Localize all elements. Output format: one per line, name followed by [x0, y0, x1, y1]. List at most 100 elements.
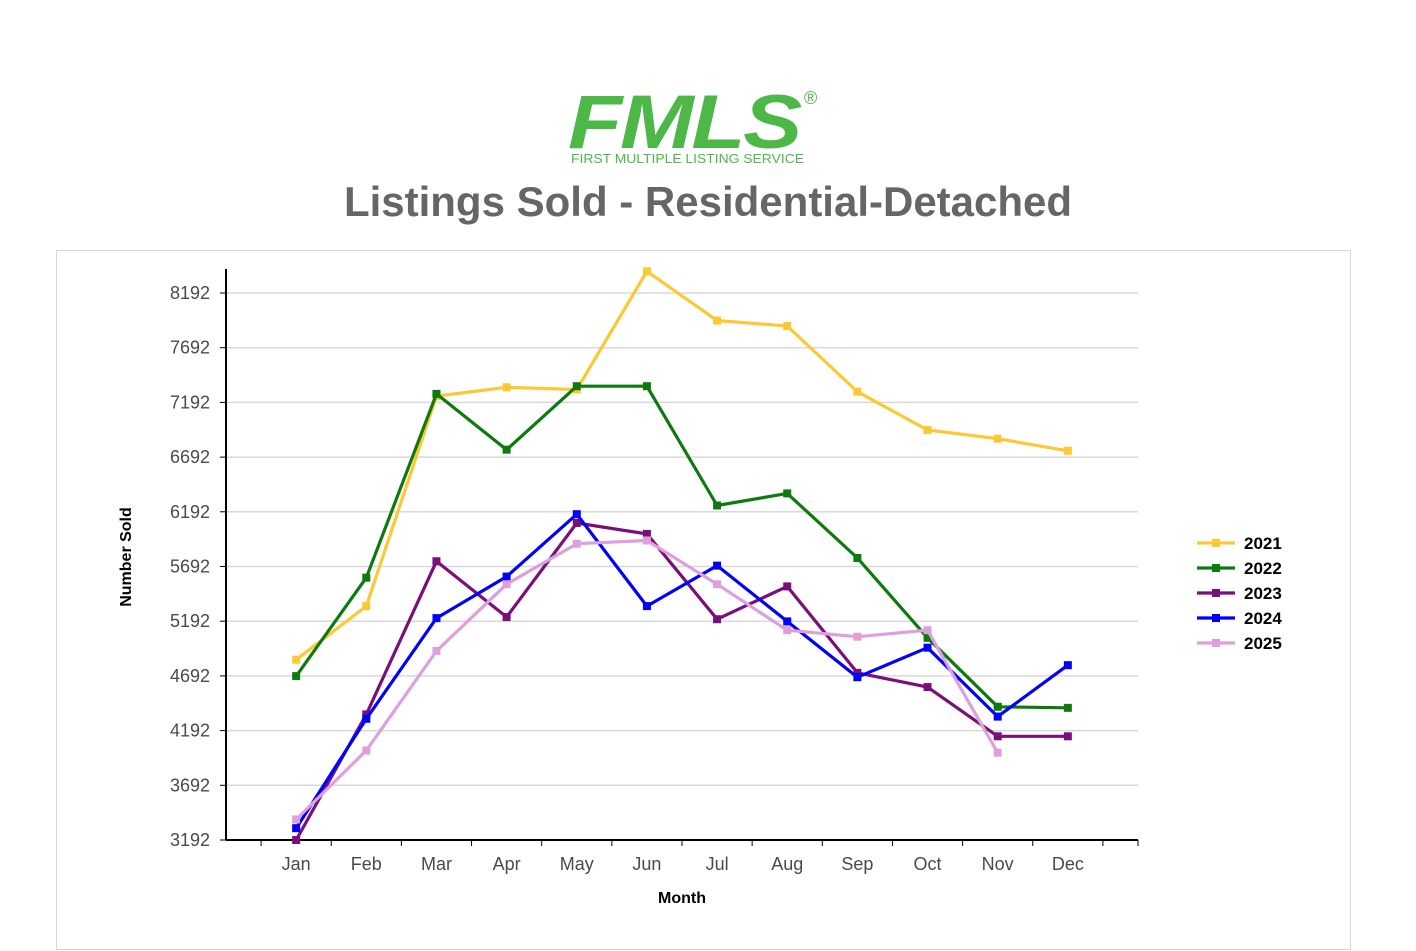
- data-point: [502, 445, 511, 454]
- series-2022: [292, 382, 1072, 712]
- data-point: [713, 561, 722, 570]
- data-point: [993, 712, 1002, 721]
- y-tick-label: 7192: [170, 392, 210, 412]
- data-point: [502, 613, 511, 622]
- data-point: [292, 836, 301, 844]
- series-2025: [292, 536, 1002, 824]
- data-point: [713, 580, 722, 589]
- y-tick-label: 3692: [170, 775, 210, 795]
- legend-label: 2024: [1244, 609, 1282, 628]
- data-point: [642, 382, 651, 391]
- y-tick-label: 6692: [170, 447, 210, 467]
- data-point: [362, 710, 371, 719]
- data-point: [923, 626, 932, 635]
- legend: 2021 2022 2023 2024 2025: [1197, 534, 1282, 653]
- data-point: [502, 580, 511, 589]
- fmls-logo: FMLS ® FIRST MULTIPLE LISTING SERVICE: [560, 82, 830, 172]
- data-point: [362, 573, 371, 582]
- data-point: [993, 702, 1002, 711]
- y-tick-label: 5692: [170, 557, 210, 577]
- x-axis-ticks: Jan Feb Mar Apr May Jun Jul Aug Sep Oct Nov Dec: [260, 840, 1139, 874]
- x-tick-label: Dec: [1052, 854, 1084, 874]
- data-point: [292, 655, 301, 664]
- series-line: [294, 512, 1069, 830]
- y-tick-label: 7692: [170, 338, 210, 358]
- data-point: [292, 815, 301, 824]
- data-point: [923, 683, 932, 692]
- data-point: [923, 633, 932, 642]
- data-point: [853, 387, 862, 396]
- chart-panel: 3192 3692 4192 4692 5192 5692 6192 6692 7192 7692…: [56, 250, 1351, 950]
- data-point: [783, 582, 792, 591]
- data-point: [432, 614, 441, 623]
- legend-label: 2022: [1244, 559, 1282, 578]
- logo-registered-mark: ®: [804, 88, 817, 108]
- legend-marker: [1212, 614, 1220, 622]
- y-tick-label: 4192: [170, 721, 210, 741]
- data-point: [502, 572, 511, 581]
- data-point: [853, 632, 862, 641]
- x-tick-label: Apr: [493, 854, 521, 874]
- legend-marker: [1212, 639, 1220, 647]
- data-point: [853, 673, 862, 682]
- x-tick-label: Nov: [982, 854, 1014, 874]
- data-point: [292, 824, 301, 833]
- data-point: [1063, 661, 1072, 670]
- data-point: [642, 267, 651, 276]
- legend-label: 2021: [1244, 534, 1282, 553]
- series-2021: [292, 267, 1072, 664]
- data-point: [993, 748, 1002, 757]
- data-point: [923, 643, 932, 652]
- data-point: [432, 646, 441, 655]
- x-tick-label: Jul: [706, 854, 729, 874]
- data-point: [642, 602, 651, 611]
- legend-label: 2025: [1244, 634, 1282, 653]
- legend-marker: [1212, 539, 1220, 547]
- x-tick-label: Mar: [421, 854, 452, 874]
- data-point: [642, 529, 651, 538]
- data-point: [362, 746, 371, 755]
- series-group: [292, 267, 1072, 844]
- data-point: [713, 615, 722, 624]
- data-point: [572, 382, 581, 391]
- y-tick-label: 6192: [170, 502, 210, 522]
- series-line: [295, 269, 1069, 661]
- data-point: [572, 510, 581, 519]
- data-point: [642, 536, 651, 545]
- data-point: [572, 518, 581, 527]
- data-point: [432, 557, 441, 566]
- data-point: [923, 425, 932, 434]
- data-point: [713, 316, 722, 325]
- x-tick-label: Jun: [632, 854, 661, 874]
- y-tick-label: 5192: [170, 611, 210, 631]
- data-point: [783, 617, 792, 626]
- data-point: [1063, 703, 1072, 712]
- legend-label: 2023: [1244, 584, 1282, 603]
- x-tick-label: Sep: [841, 854, 873, 874]
- y-tick-label: 8192: [170, 283, 210, 303]
- series-2024: [292, 510, 1072, 833]
- data-point: [783, 626, 792, 635]
- data-point: [783, 322, 792, 331]
- x-tick-label: Oct: [914, 854, 942, 874]
- data-point: [713, 501, 722, 510]
- data-point: [362, 714, 371, 723]
- data-point: [502, 383, 511, 392]
- series-2023: [292, 518, 1072, 844]
- y-axis-ticks: 3192 3692 4192 4692 5192 5692 6192 6692 7192 7692…: [170, 283, 226, 850]
- legend-marker: [1212, 564, 1220, 572]
- series-line: [294, 521, 1068, 841]
- x-tick-label: Feb: [351, 854, 382, 874]
- x-tick-label: Jan: [282, 854, 311, 874]
- data-point: [1063, 732, 1072, 741]
- grid-lines: [226, 292, 1138, 787]
- line-chart: 3192 3692 4192 4692 5192 5692 6192 6692 7192 7692…: [118, 267, 1282, 907]
- legend-marker: [1212, 589, 1220, 597]
- data-point: [292, 672, 301, 681]
- x-tick-label: Aug: [771, 854, 803, 874]
- logo-wordmark: FMLS: [568, 82, 802, 165]
- data-point: [1063, 446, 1072, 455]
- x-axis-label: Month: [658, 890, 706, 907]
- x-tick-label: May: [560, 854, 594, 874]
- page-title: Listings Sold - Residential-Detached: [343, 178, 1073, 225]
